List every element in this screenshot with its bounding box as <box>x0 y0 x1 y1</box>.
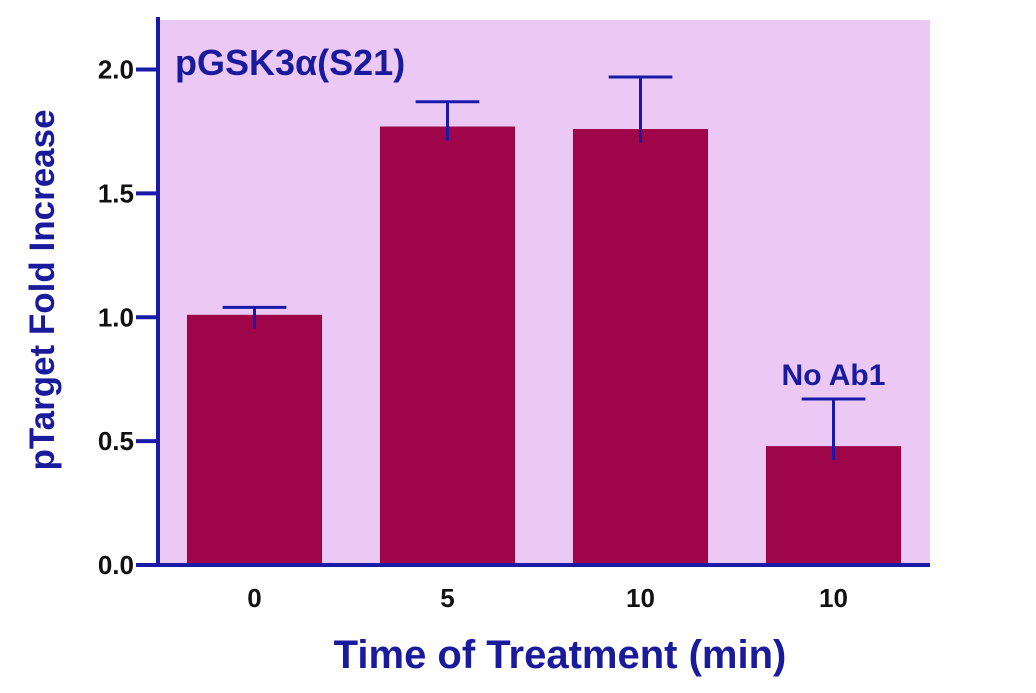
y-tick-label: 0.0 <box>98 550 134 580</box>
bar <box>765 446 902 565</box>
x-tick-label: 10 <box>626 583 655 613</box>
x-tick-label: 10 <box>819 583 848 613</box>
bar <box>186 314 323 565</box>
x-axis-label: Time of Treatment (min) <box>334 633 787 677</box>
y-tick-label: 2.0 <box>98 55 134 85</box>
bar-annotation: No Ab1 <box>782 359 886 392</box>
y-tick-label: 0.5 <box>98 426 134 456</box>
bars-layer <box>186 75 902 565</box>
bar <box>572 129 709 565</box>
bar <box>379 126 516 565</box>
y-tick-label: 1.5 <box>98 178 134 208</box>
axes-layer: 0 5 10 10 No Ab1 0.0 0.5 1.0 1.5 2.0 <box>98 17 930 613</box>
x-tick-label: 5 <box>440 583 454 613</box>
y-tick-label: 1.0 <box>98 302 134 332</box>
x-tick-label: 0 <box>247 583 261 613</box>
chart-title: pGSK3α(S21) <box>175 42 405 83</box>
y-axis-label: pTarget Fold Increase <box>23 109 62 470</box>
